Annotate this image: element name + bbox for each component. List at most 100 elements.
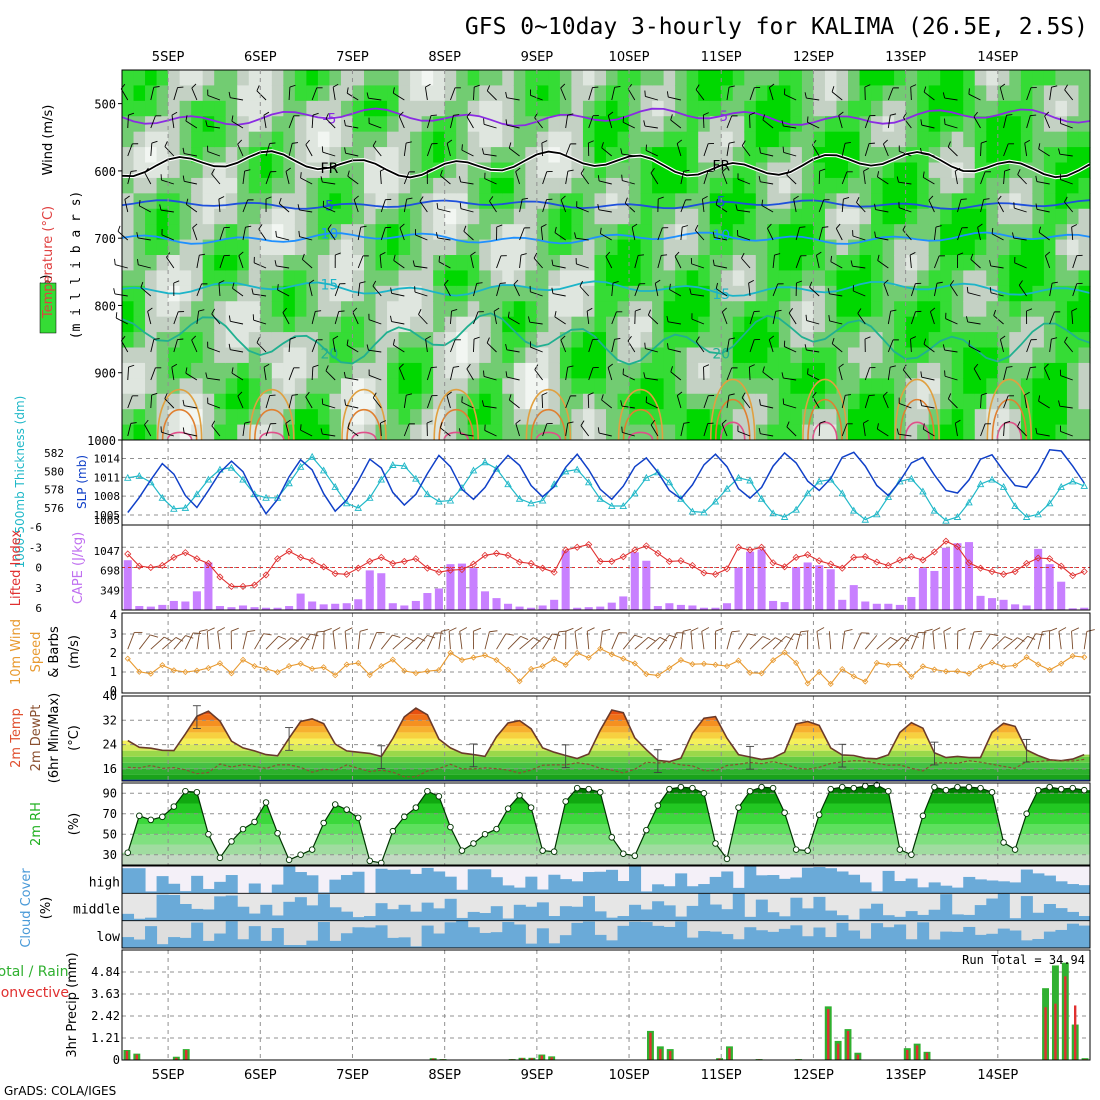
cloud-bar-middle (168, 894, 181, 921)
wind-barb-flag (256, 337, 260, 343)
wind-speed-point (608, 651, 615, 658)
wind-barb-flag (228, 343, 231, 350)
rh-cell (698, 177, 711, 194)
wind-barb-flag (151, 392, 158, 396)
rh-cell (536, 316, 549, 333)
rh-cell (974, 255, 987, 272)
wind-barb (509, 399, 520, 409)
cloud-bar-high (951, 887, 964, 894)
wind-barb (519, 199, 523, 213)
wind-barb-flag (924, 628, 933, 632)
rh-cell (1032, 393, 1045, 410)
wind-barb-flag (1038, 143, 1041, 150)
wind-barb-flag (816, 251, 822, 256)
wind-barb (1083, 631, 1088, 650)
rh-cell (387, 70, 400, 87)
rh-point (908, 851, 915, 859)
rh-cell (179, 85, 192, 102)
wind-barb (184, 405, 197, 409)
wind-barb (588, 115, 594, 129)
wind-barb-flag (624, 197, 628, 204)
rh-cell (294, 393, 307, 410)
warm-isotherm (622, 409, 659, 441)
cloud-bar-middle (686, 905, 699, 921)
rh-cell (467, 100, 480, 117)
wind-speed-point (539, 663, 546, 670)
wind-barb (944, 97, 958, 101)
rh-cell (617, 162, 630, 179)
wind-barb-flag (297, 204, 300, 211)
wind-barb (196, 255, 200, 269)
rh-cell (594, 147, 607, 164)
cloud-bar-low (871, 923, 884, 948)
rh-tick-label: 30 (103, 848, 117, 862)
rh-cell (260, 131, 273, 148)
rh-cell (1020, 70, 1033, 87)
rh-cell (848, 100, 861, 117)
cloud-bar-middle (398, 904, 411, 921)
top-date-label: 7SEP (336, 50, 369, 65)
rh-cell (306, 285, 319, 302)
rh-cell (525, 131, 538, 148)
rh-cell (1066, 255, 1080, 272)
wind-barb-flag (228, 315, 231, 322)
lifted-index-point (976, 564, 985, 572)
rh-axis-label-1: 2m RH (29, 802, 44, 846)
wind-barb-flag (669, 634, 678, 639)
cape-bar (734, 567, 743, 610)
cloud-bar-middle (767, 912, 780, 921)
rh-cell (513, 347, 526, 364)
wind-barb-flag (238, 251, 244, 257)
cloud-bar-low (698, 931, 711, 948)
rh-cell (456, 270, 469, 287)
warm-isotherm (166, 431, 193, 441)
rh-cell (1043, 409, 1057, 426)
cloud-bar-low (237, 939, 250, 948)
cloud-axis-label-2: (%) (39, 897, 54, 920)
rh-cell (813, 316, 826, 333)
precip-convective-bar (915, 1045, 919, 1060)
wind-barb-flag (621, 426, 623, 433)
thickness-point (573, 465, 581, 473)
wind-speed-point (643, 671, 650, 678)
wind-barb-flag (748, 279, 755, 284)
rh-cell (340, 347, 354, 364)
wind-barb-flag (1004, 636, 1013, 641)
cloud-bar-high (1055, 881, 1068, 894)
rh-cell (686, 100, 699, 117)
rh-cell (513, 147, 526, 164)
rh-cell (317, 70, 331, 87)
rh-cell (640, 255, 653, 272)
rh-cell (871, 100, 884, 117)
rh-cell (202, 393, 215, 410)
rh-cell (675, 347, 688, 364)
rh-cell (260, 255, 273, 272)
rh-cell (329, 393, 342, 410)
wind-barb-flag (574, 627, 583, 632)
cloud-bar-high (536, 889, 549, 894)
wind-barb (353, 199, 359, 213)
rh-cell (836, 239, 849, 256)
cloud-bar-high (1078, 885, 1091, 894)
wind-barb-flag (140, 281, 144, 288)
cape-bar (262, 607, 271, 610)
wind-barb-flag (390, 287, 393, 294)
rh-cell (294, 70, 307, 87)
wind-barb (552, 264, 566, 269)
rh-cell (168, 208, 181, 225)
rh-cell (801, 208, 815, 225)
rh-cell (410, 316, 423, 333)
wind-barb (256, 90, 267, 101)
rh-cell (778, 177, 791, 194)
rh-cell (133, 255, 146, 272)
wind-barb-flag (920, 119, 923, 126)
rh-cell (1032, 347, 1045, 364)
wind-speed-point (1000, 663, 1007, 670)
rh-cell (237, 131, 250, 148)
precip-convective-bar (846, 1030, 850, 1060)
wind-barb (443, 284, 451, 297)
rh-cell (606, 301, 619, 318)
wind-barb-flag (344, 399, 346, 406)
wind-barb (726, 143, 730, 157)
